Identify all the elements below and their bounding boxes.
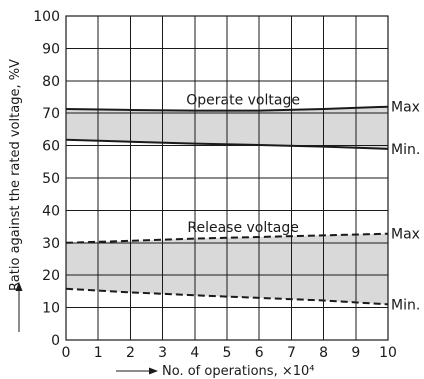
x-tick-label-4: 4 bbox=[190, 345, 199, 361]
x-tick-label-1: 1 bbox=[94, 345, 103, 361]
series-line-release-max bbox=[65, 232, 389, 244]
x-tick-label-6: 6 bbox=[255, 345, 264, 361]
x-tick-label-10: 10 bbox=[379, 345, 397, 361]
plot-frame bbox=[65, 15, 389, 341]
release-min-label: Min. bbox=[391, 297, 420, 313]
x-axis-title: No. of operations, ×10⁴ bbox=[162, 364, 314, 379]
y-tick-label-40: 40 bbox=[42, 203, 60, 219]
y-tick-label-90: 90 bbox=[42, 41, 60, 57]
y-tick-label-10: 10 bbox=[42, 301, 60, 317]
x-tick-label-2: 2 bbox=[126, 345, 135, 361]
operate-min-label: Min. bbox=[391, 142, 420, 158]
release-voltage-label: Release voltage bbox=[187, 220, 298, 236]
operate-voltage-label: Operate voltage bbox=[186, 93, 300, 109]
grid bbox=[65, 15, 389, 341]
x-tick-label-3: 3 bbox=[158, 345, 167, 361]
y-tick-label-100: 100 bbox=[33, 9, 60, 25]
series-line-operate-min bbox=[65, 138, 389, 150]
y-axis-title: Ratio against the rated voltage, %V bbox=[8, 59, 23, 291]
x-tick-label-7: 7 bbox=[287, 345, 296, 361]
y-tick-label-80: 80 bbox=[42, 74, 60, 90]
operate-max-label: Max bbox=[391, 100, 420, 116]
x-axis-arrow-head bbox=[149, 367, 158, 375]
x-tick-label-5: 5 bbox=[223, 345, 232, 361]
y-tick-label-70: 70 bbox=[42, 106, 60, 122]
x-tick-label-9: 9 bbox=[351, 345, 360, 361]
release-max-label: Max bbox=[391, 227, 420, 243]
x-tick-label-8: 8 bbox=[319, 345, 328, 361]
y-tick-label-50: 50 bbox=[42, 171, 60, 187]
axis-titles: Ratio against the rated voltage, %V No. … bbox=[8, 59, 314, 379]
series-lines bbox=[65, 105, 389, 306]
annotations: Operate voltage Max Min. Release voltage Max… bbox=[186, 93, 420, 314]
y-axis-arrow-head bbox=[15, 282, 23, 291]
y-tick-label-60: 60 bbox=[42, 139, 60, 155]
series-line-operate-max bbox=[65, 105, 389, 112]
x-tick-label-0: 0 bbox=[62, 345, 71, 361]
y-tick-label-0: 0 bbox=[51, 333, 60, 349]
y-tick-label-30: 30 bbox=[42, 236, 60, 252]
y-tick-label-20: 20 bbox=[42, 268, 60, 284]
series-line-release-min bbox=[65, 287, 389, 306]
